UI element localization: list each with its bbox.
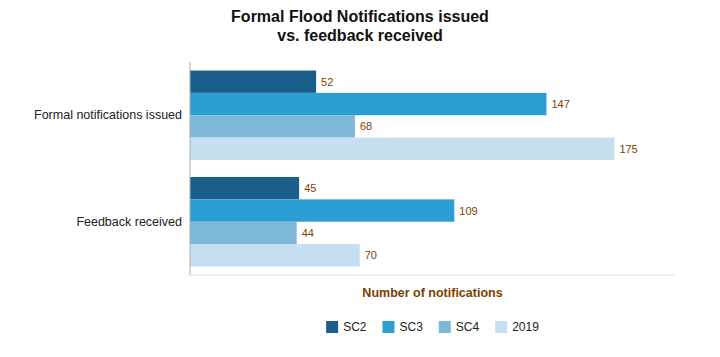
data-labels: 52 147 68 175 45 109 44 70 [302, 76, 638, 262]
bar [190, 222, 297, 244]
legend: SC2 SC3 SC4 2019 [326, 320, 539, 334]
data-label: 70 [365, 249, 377, 261]
bar [190, 93, 546, 115]
legend-item: SC2 [326, 320, 367, 334]
category-label: Feedback received [76, 215, 182, 229]
legend-swatch [326, 321, 338, 333]
legend-item: SC4 [439, 320, 480, 334]
legend-item: SC3 [382, 320, 423, 334]
legend-swatch [495, 321, 507, 333]
chart: Formal Flood Notifications issuedvs. fee… [0, 0, 720, 357]
bar [190, 177, 299, 199]
legend-item: 2019 [495, 320, 539, 334]
data-label: 45 [304, 182, 316, 194]
legend-swatch [382, 321, 394, 333]
data-label: 52 [321, 76, 333, 88]
x-axis-line [190, 275, 675, 276]
y-axis-line [190, 62, 191, 275]
category-label: Formal notifications issued [34, 108, 182, 122]
data-label: 147 [551, 98, 569, 110]
bar [190, 115, 355, 137]
x-axis-label: Number of notifications [362, 286, 502, 300]
legend-label: SC2 [343, 320, 367, 334]
bar [190, 138, 614, 160]
data-label: 175 [619, 143, 637, 155]
title: Formal Flood Notifications issuedvs. fee… [231, 8, 489, 44]
bar [190, 199, 454, 221]
data-label: 68 [360, 120, 372, 132]
legend-label: SC3 [399, 320, 423, 334]
legend-label: 2019 [512, 320, 539, 334]
bars [190, 71, 614, 267]
data-label: 109 [459, 205, 477, 217]
legend-swatch [439, 321, 451, 333]
bar [190, 244, 360, 266]
bar [190, 71, 316, 93]
legend-label: SC4 [456, 320, 480, 334]
data-label: 44 [302, 227, 314, 239]
